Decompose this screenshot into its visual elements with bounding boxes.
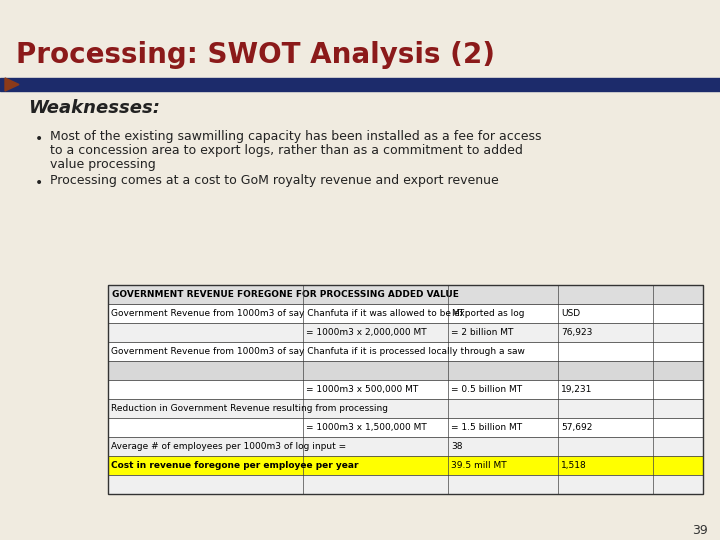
Text: 39.5 mill MT: 39.5 mill MT	[451, 461, 507, 470]
Bar	[108, 361, 703, 380]
Text: Weaknesses:: Weaknesses:	[28, 99, 160, 117]
Text: 76,923: 76,923	[561, 328, 593, 337]
Bar	[108, 285, 703, 304]
Text: 19,231: 19,231	[561, 385, 593, 394]
Bar	[108, 285, 703, 494]
Bar	[108, 342, 703, 361]
Text: 57,692: 57,692	[561, 423, 593, 432]
Text: = 1000m3 x 1,500,000 MT: = 1000m3 x 1,500,000 MT	[306, 423, 427, 432]
Bar	[108, 380, 703, 399]
Text: = 1000m3 x 500,000 MT: = 1000m3 x 500,000 MT	[306, 385, 418, 394]
Bar	[108, 475, 703, 494]
Bar	[0, 78, 720, 91]
Text: 39: 39	[692, 523, 708, 537]
Text: value processing: value processing	[50, 158, 156, 171]
Bar	[108, 456, 703, 475]
Bar	[108, 304, 703, 323]
Polygon shape	[5, 78, 19, 91]
Text: Reduction in Government Revenue resulting from processing: Reduction in Government Revenue resultin…	[111, 404, 388, 413]
Text: Most of the existing sawmilling capacity has been installed as a fee for access: Most of the existing sawmilling capacity…	[50, 130, 541, 143]
Text: USD: USD	[561, 309, 580, 318]
Text: = 2 billion MT: = 2 billion MT	[451, 328, 513, 337]
Bar	[108, 399, 703, 418]
Bar	[108, 437, 703, 456]
Bar	[108, 323, 703, 342]
Text: Government Revenue from 1000m3 of say Chanfuta if it is processed locally throug: Government Revenue from 1000m3 of say Ch…	[111, 347, 525, 356]
Text: 1,518: 1,518	[561, 461, 587, 470]
Text: Average # of employees per 1000m3 of log input =: Average # of employees per 1000m3 of log…	[111, 442, 346, 451]
Text: = 0.5 billion MT: = 0.5 billion MT	[451, 385, 522, 394]
Text: GOVERNMENT REVENUE FOREGONE FOR PROCESSING ADDED VALUE: GOVERNMENT REVENUE FOREGONE FOR PROCESSI…	[112, 290, 459, 299]
Bar	[108, 418, 703, 437]
Text: Cost in revenue foregone per employee per year: Cost in revenue foregone per employee pe…	[111, 461, 359, 470]
Text: Processing comes at a cost to GoM royalty revenue and export revenue: Processing comes at a cost to GoM royalt…	[50, 174, 499, 187]
Text: Processing: SWOT Analysis (2): Processing: SWOT Analysis (2)	[16, 41, 495, 69]
Text: 38: 38	[451, 442, 462, 451]
Text: = 1000m3 x 2,000,000 MT: = 1000m3 x 2,000,000 MT	[306, 328, 427, 337]
Text: •: •	[35, 176, 43, 190]
Text: Government Revenue from 1000m3 of say Chanfuta if it was allowed to be exported : Government Revenue from 1000m3 of say Ch…	[111, 309, 524, 318]
Text: = 1.5 billion MT: = 1.5 billion MT	[451, 423, 522, 432]
Text: •: •	[35, 132, 43, 146]
Text: MT: MT	[451, 309, 464, 318]
Text: to a concession area to export logs, rather than as a commitment to added: to a concession area to export logs, rat…	[50, 144, 523, 157]
